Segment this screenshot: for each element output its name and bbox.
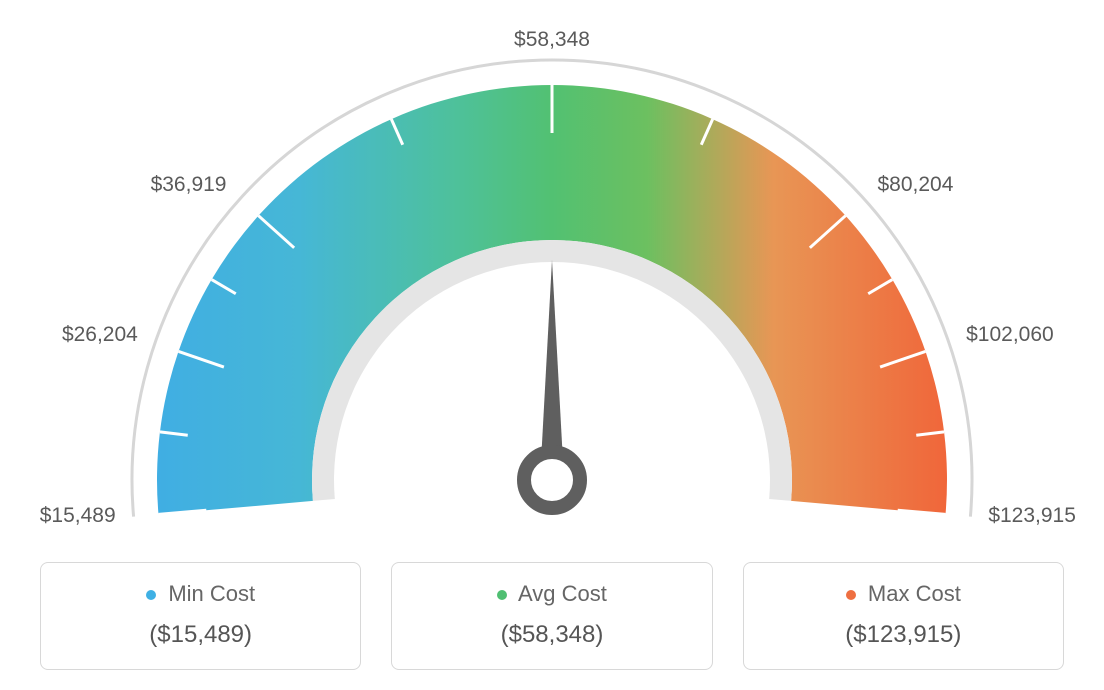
gauge-area: $15,489 $26,204 $36,919 $58,348 $80,204 $102,…: [0, 0, 1104, 530]
gauge-tick-label: $26,204: [43, 323, 138, 347]
max-cost-value: ($123,915): [754, 621, 1053, 649]
avg-cost-label: Avg Cost: [518, 581, 607, 606]
gauge-tick-label: $58,348: [507, 28, 597, 52]
avg-cost-title: Avg Cost: [402, 581, 701, 607]
max-cost-label: Max Cost: [868, 581, 961, 606]
gauge-tick-label: $123,915: [988, 504, 1076, 528]
gauge-hub: [524, 452, 580, 508]
max-cost-title: Max Cost: [754, 581, 1053, 607]
gauge-tick-label: $80,204: [877, 173, 953, 197]
gauge-svg: [0, 0, 1104, 530]
min-dot-icon: [146, 590, 156, 600]
avg-cost-value: ($58,348): [402, 621, 701, 649]
max-dot-icon: [846, 590, 856, 600]
gauge-tick-label: $36,919: [132, 173, 227, 197]
avg-dot-icon: [497, 590, 507, 600]
gauge-tick-label: $15,489: [21, 504, 116, 528]
min-cost-label: Min Cost: [168, 581, 255, 606]
max-cost-card: Max Cost ($123,915): [743, 562, 1064, 670]
summary-cards: Min Cost ($15,489) Avg Cost ($58,348) Ma…: [40, 562, 1064, 670]
gauge-chart-container: $15,489 $26,204 $36,919 $58,348 $80,204 $102,…: [0, 0, 1104, 690]
avg-cost-card: Avg Cost ($58,348): [391, 562, 712, 670]
min-cost-value: ($15,489): [51, 621, 350, 649]
min-cost-title: Min Cost: [51, 581, 350, 607]
min-cost-card: Min Cost ($15,489): [40, 562, 361, 670]
gauge-tick-label: $102,060: [966, 323, 1054, 347]
